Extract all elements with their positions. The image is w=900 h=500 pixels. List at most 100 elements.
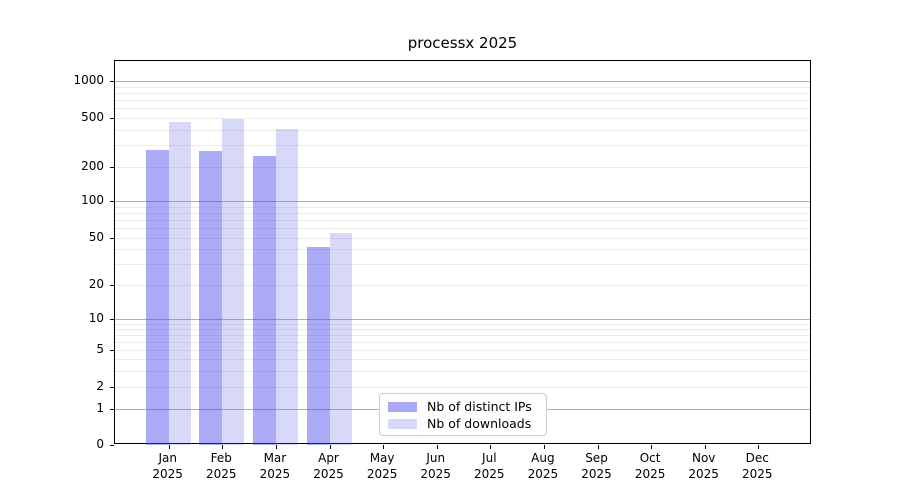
y-gridline-major [115, 81, 810, 82]
x-tick-year: 2025 [206, 467, 237, 481]
y-tick-label: 200 [81, 159, 104, 173]
bar-downloads [329, 232, 352, 445]
y-gridline-minor [115, 206, 810, 208]
x-tick-month: Oct [639, 451, 661, 465]
x-tick-label-jan: Jan 2025 [136, 450, 200, 482]
y-tick-label: 1000 [73, 73, 104, 87]
bar-distinct-ips [252, 155, 276, 445]
x-tick-month: Nov [691, 451, 716, 465]
x-tick-year: 2025 [366, 467, 398, 481]
y-tick-mark [110, 350, 114, 351]
y-gridline-minor [115, 285, 810, 286]
y-gridline-minor [115, 387, 810, 388]
y-tick-label: 1 [96, 401, 104, 415]
legend-label-downloads: Nb of downloads [427, 416, 532, 431]
x-tick-year: 2025 [420, 467, 451, 481]
x-tick-year: 2025 [581, 467, 612, 481]
y-gridline-minor [115, 100, 810, 102]
x-tick-month: Sep [585, 451, 608, 465]
x-tick-month: Mar [263, 451, 287, 465]
y-gridline-minor [115, 220, 810, 222]
y-tick-label: 20 [88, 277, 104, 291]
x-tick-month: Aug [531, 451, 555, 465]
y-gridline-minor [115, 359, 810, 360]
x-tick-label-may: May 2025 [350, 450, 414, 482]
legend-item-downloads: Nb of downloads [380, 415, 546, 432]
bar-distinct-ips [306, 246, 330, 445]
y-tick-mark [110, 81, 114, 82]
bar-distinct-ips [145, 149, 169, 445]
x-tick-label-mar: Mar 2025 [243, 450, 307, 482]
y-gridline-minor [115, 92, 810, 94]
x-tick-year: 2025 [688, 467, 719, 481]
y-tick-mark [110, 167, 114, 168]
y-gridline-minor [115, 108, 810, 110]
y-gridline-minor [115, 145, 810, 147]
x-tick-month: Dec [745, 451, 769, 465]
x-tick-mark [651, 445, 653, 449]
y-gridline-minor [115, 370, 810, 372]
y-gridline-minor [115, 129, 810, 131]
y-tick-mark [110, 387, 114, 388]
y-gridline-minor [115, 350, 810, 351]
y-tick-label: 500 [81, 110, 104, 124]
x-tick-label-oct: Oct 2025 [618, 450, 682, 482]
x-tick-month: Jun [426, 451, 446, 465]
legend-swatch-downloads [388, 418, 417, 429]
x-tick-mark [329, 445, 331, 449]
bar-distinct-ips [199, 150, 223, 445]
y-tick-mark [110, 409, 114, 410]
x-tick-month: Feb [210, 451, 232, 465]
y-tick-mark [110, 319, 114, 320]
bar-downloads [275, 129, 298, 445]
y-tick-label: 50 [88, 230, 104, 244]
x-tick-mark [490, 445, 492, 449]
y-gridline-minor [115, 228, 810, 230]
y-gridline-minor [115, 212, 810, 214]
y-tick-label: 0 [96, 437, 104, 451]
x-tick-year: 2025 [313, 467, 344, 481]
legend-label-distinct-ips: Nb of distinct IPs [427, 399, 532, 414]
x-tick-mark [383, 445, 385, 449]
y-gridline-minor [115, 264, 810, 266]
y-tick-mark [110, 285, 114, 286]
y-gridline-minor [115, 249, 810, 251]
x-tick-month: Jul [482, 451, 497, 465]
y-gridline-minor [115, 334, 810, 336]
x-tick-mark [168, 445, 170, 449]
x-tick-label-sep: Sep 2025 [565, 450, 629, 482]
x-tick-mark [436, 445, 438, 449]
y-tick-mark [110, 118, 114, 119]
x-tick-label-apr: Apr 2025 [297, 450, 361, 482]
x-tick-label-aug: Aug 2025 [511, 450, 575, 482]
x-tick-year: 2025 [152, 467, 183, 481]
x-tick-mark [222, 445, 224, 449]
y-gridline-minor [115, 328, 810, 330]
plot-area [110, 60, 811, 449]
y-tick-label: 10 [88, 311, 104, 325]
x-tick-mark [275, 445, 277, 449]
x-tick-mark [597, 445, 599, 449]
legend-item-distinct-ips: Nb of distinct IPs [380, 398, 546, 415]
y-tick-mark [110, 445, 114, 446]
bar-downloads [168, 122, 191, 445]
x-tick-month: Jan [158, 451, 177, 465]
y-gridline-major [115, 319, 810, 320]
y-gridline-minor [115, 323, 810, 325]
y-tick-mark [110, 201, 114, 202]
y-tick-mark [110, 238, 114, 239]
legend-swatch-distinct-ips [388, 401, 417, 412]
y-tick-label: 100 [81, 193, 104, 207]
x-tick-year: 2025 [634, 467, 666, 481]
x-tick-mark [543, 445, 545, 449]
x-tick-label-nov: Nov 2025 [672, 450, 736, 482]
x-tick-year: 2025 [259, 467, 291, 481]
y-tick-label: 5 [96, 342, 104, 356]
y-gridline-minor [115, 118, 810, 119]
x-tick-year: 2025 [742, 467, 773, 481]
x-tick-month: May [369, 451, 395, 465]
y-gridline-minor [115, 86, 810, 88]
x-tick-label-jul: Jul 2025 [457, 450, 521, 482]
chart-title: processx 2025 [407, 34, 518, 52]
